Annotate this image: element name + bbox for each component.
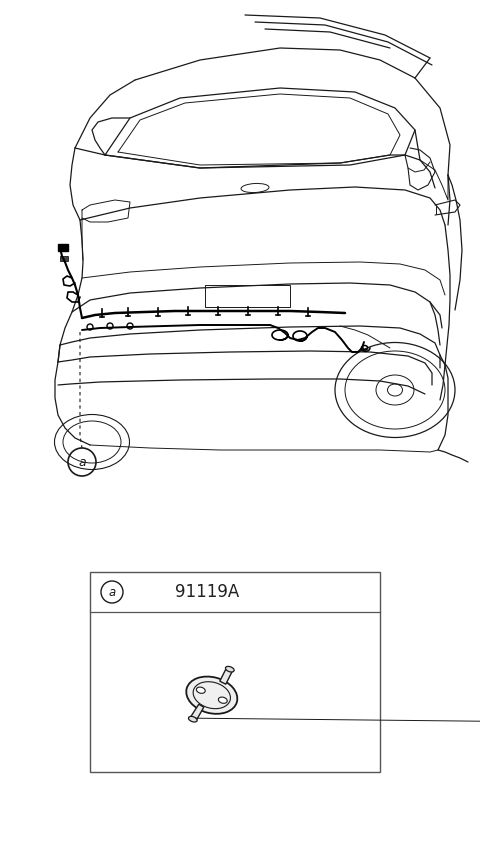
Text: a: a [78, 455, 86, 469]
Polygon shape [220, 667, 233, 684]
Ellipse shape [186, 677, 237, 714]
Ellipse shape [193, 682, 230, 709]
Text: a: a [108, 585, 116, 598]
Ellipse shape [226, 667, 234, 672]
Ellipse shape [196, 687, 205, 694]
Ellipse shape [335, 343, 455, 437]
Ellipse shape [218, 697, 227, 703]
Bar [205, 285, 290, 307]
Bar [58, 244, 68, 251]
Bar [90, 572, 380, 772]
Polygon shape [190, 704, 204, 721]
Ellipse shape [189, 717, 197, 722]
Bar [60, 256, 68, 261]
Ellipse shape [55, 415, 130, 470]
Text: 91119A: 91119A [175, 583, 239, 601]
